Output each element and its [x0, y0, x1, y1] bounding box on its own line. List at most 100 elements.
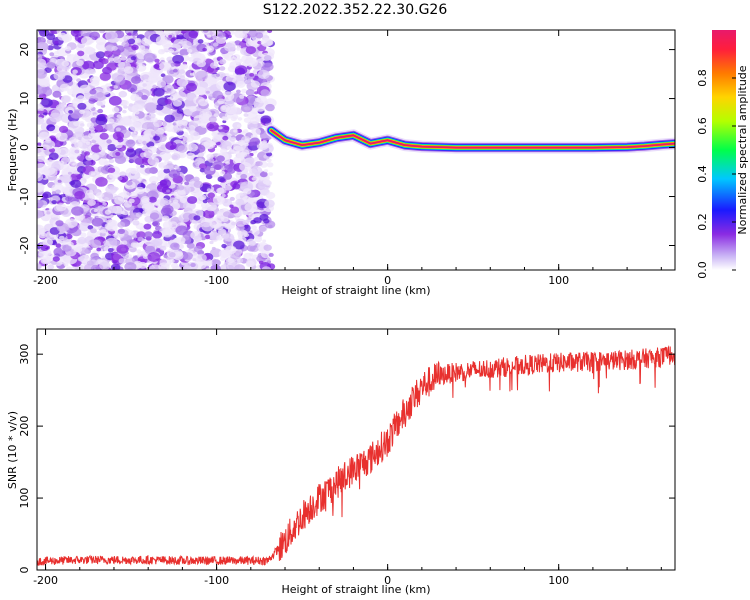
noise-blob — [100, 58, 109, 65]
noise-blob — [242, 210, 249, 216]
spectrogram-ytick-label: 10 — [18, 92, 31, 106]
noise-blob — [115, 127, 121, 132]
noise-blob — [206, 121, 219, 132]
noise-blob — [95, 116, 108, 126]
noise-blob — [164, 114, 175, 123]
noise-blob — [47, 264, 55, 270]
noise-blob — [167, 84, 172, 89]
noise-blob — [136, 249, 142, 254]
noise-blob — [124, 262, 137, 270]
noise-blob — [38, 251, 45, 257]
noise-blob — [90, 171, 96, 176]
noise-blob — [186, 152, 196, 160]
noise-blob — [198, 98, 209, 107]
noise-blob — [39, 30, 50, 37]
spectrogram-xtick-label: -100 — [204, 274, 229, 287]
noise-blob — [158, 162, 165, 168]
noise-blob — [193, 131, 200, 137]
noise-blob — [100, 166, 111, 174]
noise-blob — [180, 241, 185, 245]
noise-blob — [55, 131, 68, 142]
noise-blob — [37, 172, 43, 182]
noise-blob — [207, 192, 215, 199]
noise-blob — [171, 262, 179, 269]
noise-blob — [239, 94, 245, 99]
noise-blob — [143, 52, 156, 63]
noise-blob — [189, 72, 195, 76]
noise-blob — [61, 60, 70, 67]
noise-blob — [126, 180, 133, 186]
noise-blob — [56, 203, 67, 212]
noise-blob — [129, 121, 143, 132]
noise-blob — [251, 127, 261, 136]
noise-blob — [60, 174, 72, 184]
noise-blob — [40, 256, 51, 265]
snr-panel: -200 -100 0 100 0 100 200 300 Height of straig… — [6, 328, 676, 596]
noise-blob — [94, 188, 100, 194]
noise-blob — [225, 245, 237, 255]
noise-blob — [130, 168, 139, 175]
noise-blob — [46, 33, 56, 41]
noise-blob — [124, 191, 130, 197]
noise-blob — [78, 217, 83, 222]
noise-blob — [90, 252, 99, 260]
noise-blob — [127, 139, 134, 145]
noise-blob — [104, 209, 112, 215]
noise-blob — [245, 138, 250, 142]
noise-blob — [96, 247, 102, 252]
noise-blob — [193, 192, 200, 198]
noise-blob — [90, 130, 96, 135]
noise-blob — [212, 224, 218, 229]
noise-blob — [114, 155, 126, 164]
noise-blob — [131, 44, 139, 51]
noise-blob — [254, 236, 263, 243]
noise-blob — [89, 76, 100, 84]
noise-blob — [227, 257, 235, 264]
noise-blob — [85, 154, 94, 161]
noise-blob — [61, 34, 73, 42]
noise-blob — [240, 173, 248, 180]
noise-blob — [92, 60, 104, 70]
noise-blob — [102, 202, 107, 206]
noise-blob — [144, 167, 153, 174]
noise-blob — [153, 135, 160, 141]
noise-blob — [205, 267, 212, 270]
noise-blob — [54, 51, 59, 55]
noise-blob — [202, 199, 208, 204]
noise-blob — [210, 248, 222, 258]
noise-blob — [128, 198, 135, 204]
noise-blob — [80, 123, 85, 127]
noise-blob — [140, 196, 150, 203]
noise-blob — [77, 256, 84, 262]
noise-blob — [60, 95, 71, 103]
noise-blob — [158, 49, 165, 55]
noise-blob — [100, 229, 107, 234]
noise-blob — [37, 145, 44, 155]
noise-blob — [152, 221, 160, 227]
noise-blob — [161, 228, 174, 238]
noise-blob — [106, 139, 112, 144]
noise-blob — [80, 232, 87, 238]
noise-blob — [162, 75, 174, 84]
noise-blob — [260, 115, 272, 124]
noise-blob — [76, 156, 82, 161]
noise-blob — [133, 32, 139, 37]
noise-blob — [85, 160, 92, 166]
noise-blob — [230, 206, 240, 214]
noise-blob — [214, 215, 224, 223]
noise-blob — [52, 90, 62, 98]
noise-blob — [257, 69, 270, 80]
noise-blob — [156, 80, 167, 88]
spectrogram-noise-cloud — [37, 30, 277, 270]
noise-blob — [153, 87, 165, 97]
noise-blob — [37, 183, 44, 192]
noise-blob — [59, 125, 69, 133]
noise-blob — [215, 73, 220, 77]
noise-blob — [49, 112, 62, 123]
noise-blob — [135, 186, 145, 195]
snr-ytick-label: 100 — [18, 488, 31, 509]
noise-blob — [70, 30, 83, 37]
noise-blob — [138, 261, 148, 269]
noise-blob — [216, 235, 224, 241]
noise-blob — [232, 54, 241, 60]
